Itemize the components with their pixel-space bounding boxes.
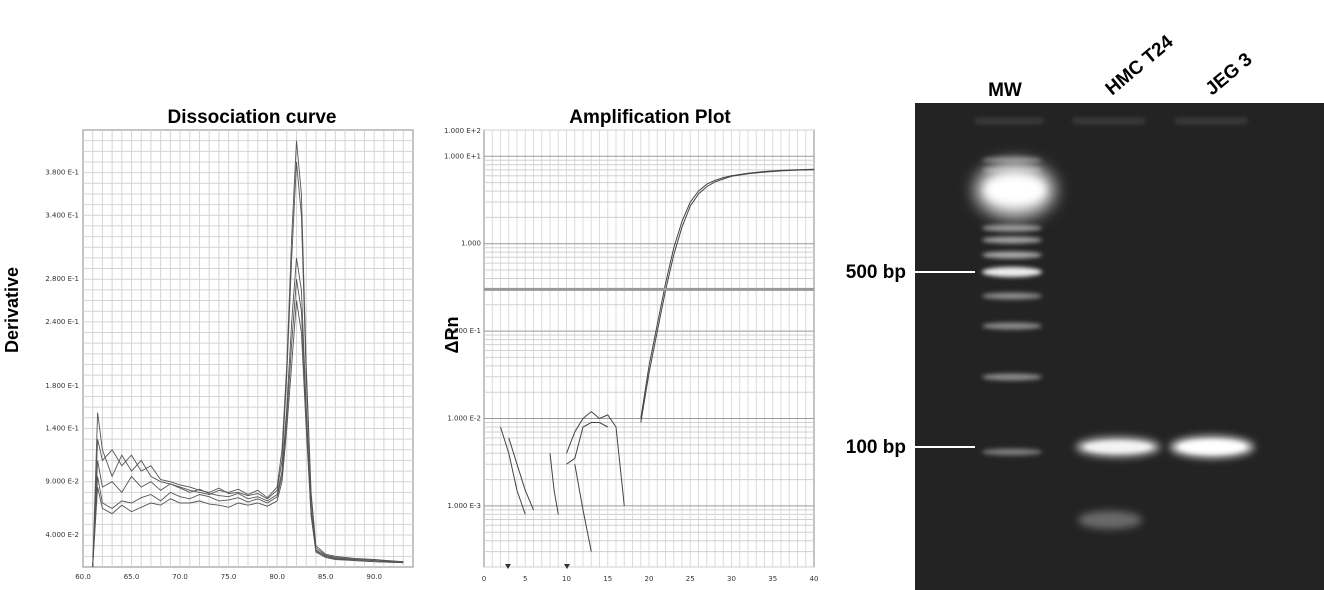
x-tick-label: 25 (686, 575, 695, 583)
marker-label-500bp: 500 bp (846, 262, 906, 283)
ladder-band (982, 156, 1042, 164)
y-tick-label: 4.000 E-2 (45, 531, 79, 539)
y-tick-label: 1.000 E-3 (447, 502, 481, 510)
ladder-band (982, 322, 1042, 330)
dissociation-title: Dissociation curve (168, 107, 337, 128)
lane-label-jeg3: JEG 3 (1202, 49, 1257, 100)
amplification-series-line (500, 426, 526, 515)
ladder-band (982, 448, 1042, 456)
amplification-series-line (508, 437, 534, 511)
ladder-band (985, 175, 1045, 205)
band-hmc-t24-lower (1078, 511, 1142, 529)
x-tick-label: 65.0 (124, 573, 140, 581)
y-tick-label: 3.400 E-1 (45, 211, 79, 219)
y-tick-label: 1.000 (461, 240, 481, 248)
gel-panel: MW HMC T24 JEG 3 500 bp 100 bp (846, 31, 1324, 590)
y-tick-label: 2.800 E-1 (45, 275, 79, 283)
ladder-band (982, 373, 1042, 381)
dissociation-series (92, 140, 404, 568)
y-tick-label: 1.000 E-2 (447, 415, 481, 423)
dissociation-ylabel: Derivative (2, 267, 22, 353)
amplification-series (500, 168, 815, 552)
x-tick-label: 5 (523, 575, 527, 583)
x-tick-label: 30 (727, 575, 736, 583)
band-jeg3 (1178, 440, 1246, 454)
x-tick-label: 20 (645, 575, 654, 583)
x-tick-label: 10 (562, 575, 571, 583)
x-tick-label: 35 (768, 575, 777, 583)
y-tick-label: 1.000 E-1 (447, 327, 481, 335)
amplification-series-line (640, 168, 815, 419)
dissociation-panel: Dissociation curve Derivative 60.0 65.0 70… (2, 107, 414, 581)
y-tick-label: 1.800 E-1 (45, 382, 79, 390)
ladder-band (982, 292, 1042, 300)
well-mw (975, 118, 1043, 124)
cycle-marker-start (505, 564, 511, 569)
lane-label-hmc-t24: HMC T24 (1102, 31, 1178, 100)
ladder-band (982, 224, 1042, 232)
y-tick-label: 1.000 E+2 (444, 127, 481, 135)
dissociation-series-line (92, 161, 404, 568)
x-tick-label: 90.0 (366, 573, 382, 581)
x-tick-label: 0 (482, 575, 486, 583)
x-tick-label: 75.0 (221, 573, 237, 581)
x-tick-label: 85.0 (318, 573, 334, 581)
amplification-series-line (549, 453, 559, 515)
amplification-series-line (640, 169, 815, 423)
ladder-band (982, 251, 1042, 259)
y-tick-label: 1.400 E-1 (45, 424, 79, 432)
amplification-ylabel: ΔRn (442, 317, 462, 354)
x-tick-label: 40 (810, 575, 819, 583)
amplification-title: Amplification Plot (569, 107, 731, 128)
amplification-ticks: 0 5 10 15 20 25 30 35 40 1.000 E+2 1.000 E+1 1.000 1… (444, 127, 818, 583)
ladder-band (982, 236, 1042, 244)
y-tick-label: 2.400 E-1 (45, 318, 79, 326)
well-hmc-t24 (1073, 118, 1145, 124)
amplification-grid (484, 129, 814, 568)
x-tick-label: 15 (603, 575, 612, 583)
y-tick-label: 3.800 E-1 (45, 169, 79, 177)
x-tick-label: 80.0 (269, 573, 285, 581)
ladder-band (982, 267, 1042, 277)
well-jeg3 (1175, 118, 1247, 124)
dissociation-series-line (92, 300, 404, 568)
dissociation-ticks: 60.0 65.0 70.0 75.0 80.0 85.0 90.0 4.000 E-2 9.0… (45, 169, 382, 581)
x-tick-label: 70.0 (172, 573, 188, 581)
y-tick-label: 9.000 E-2 (45, 478, 79, 486)
marker-label-100bp: 100 bp (846, 437, 906, 458)
lane-label-mw: MW (988, 80, 1022, 101)
cycle-marker-end (564, 564, 570, 569)
band-hmc-t24 (1084, 441, 1152, 453)
amplification-series-line (574, 464, 592, 552)
amplification-panel: Amplification Plot ΔRn 0 5 10 15 20 25 30 35 40 1… (442, 107, 818, 583)
amplification-series-line (566, 422, 609, 465)
y-tick-label: 1.000 E+1 (444, 152, 481, 160)
x-tick-label: 60.0 (75, 573, 91, 581)
mw-ladder (975, 156, 1055, 456)
amplification-series-line (566, 410, 625, 506)
